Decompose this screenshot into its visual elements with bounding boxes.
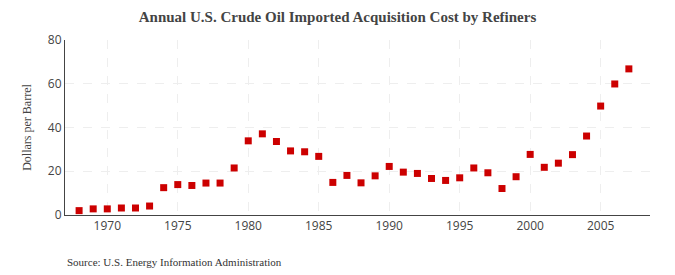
svg-text:1975: 1975	[164, 217, 192, 234]
svg-text:1970: 1970	[94, 217, 122, 234]
svg-text:2000: 2000	[516, 217, 544, 234]
svg-text:Dollars per Barrel: Dollars per Barrel	[20, 84, 34, 171]
svg-text:40: 40	[48, 119, 62, 136]
svg-text:2005: 2005	[587, 217, 615, 234]
svg-text:0: 0	[55, 206, 62, 223]
svg-text:1985: 1985	[305, 217, 333, 234]
svg-text:1980: 1980	[235, 217, 263, 234]
svg-text:60: 60	[48, 75, 62, 92]
svg-text:80: 80	[48, 31, 62, 48]
svg-text:1995: 1995	[446, 217, 474, 234]
svg-text:1990: 1990	[375, 217, 403, 234]
svg-text:Source: U.S. Energy Informatio: Source: U.S. Energy Information Administ…	[67, 256, 282, 268]
svg-text:20: 20	[48, 162, 62, 179]
svg-text:Annual U.S. Crude Oil Imported: Annual U.S. Crude Oil Imported Acquisiti…	[139, 9, 537, 25]
